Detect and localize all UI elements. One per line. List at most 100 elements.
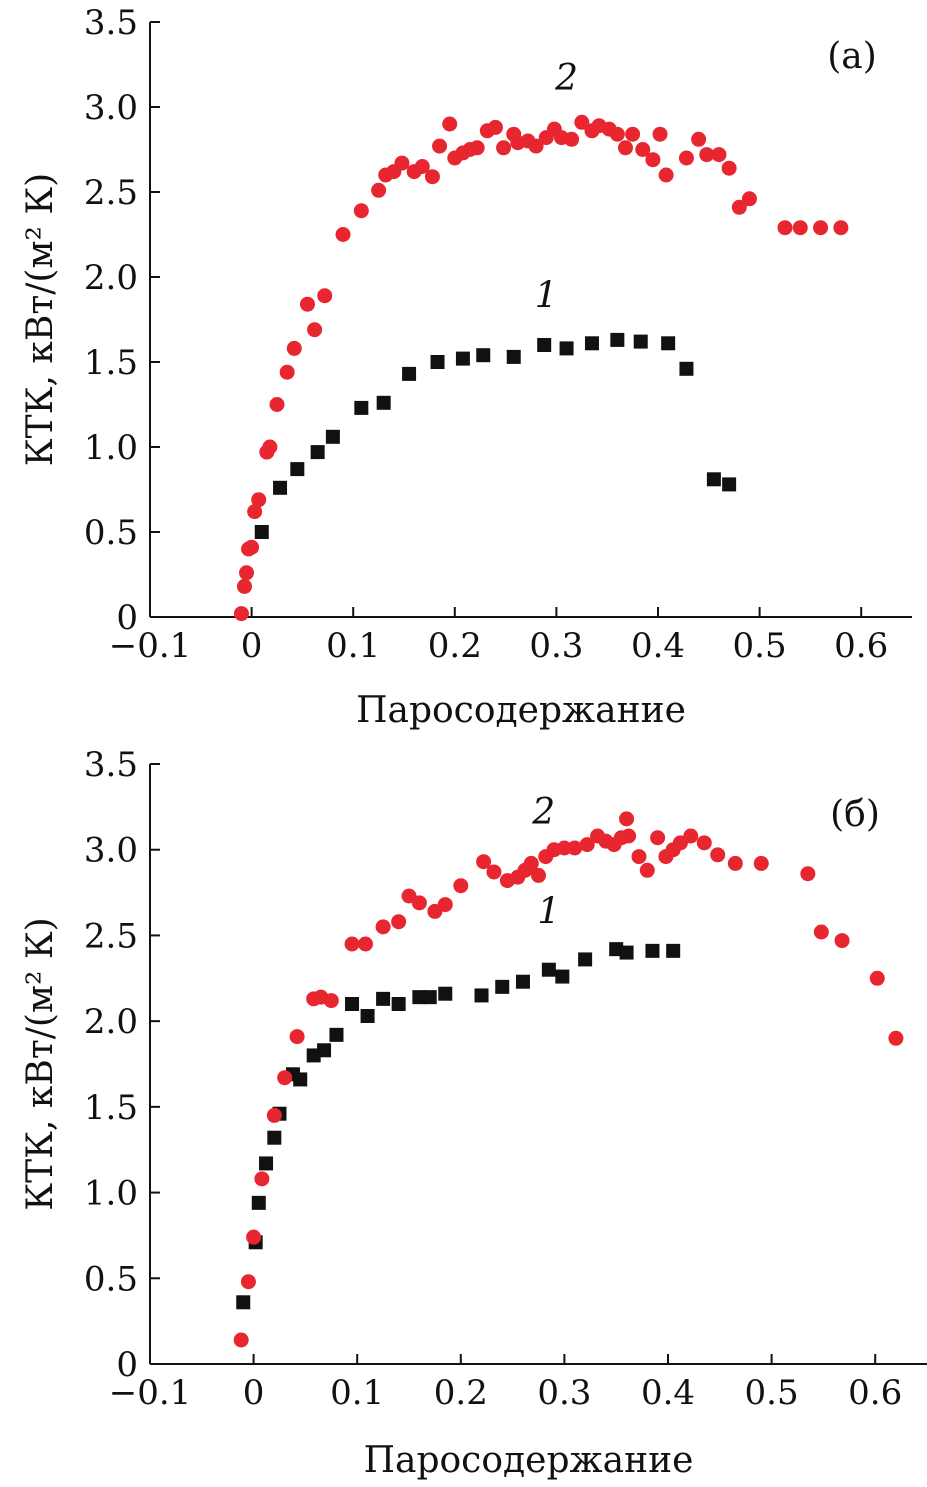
data-point-square [645, 943, 660, 958]
data-point-square [584, 336, 599, 351]
data-point-circle [579, 837, 595, 853]
data-point-square [273, 480, 288, 495]
y-tick-label: 3.0 [84, 831, 138, 871]
data-point-circle [486, 864, 502, 880]
y-tick-label: 2.5 [84, 173, 138, 213]
series-label: 1 [535, 276, 558, 317]
data-point-circle [639, 862, 655, 878]
data-point-square [722, 477, 737, 492]
data-point-circle [335, 227, 351, 242]
data-point-circle [277, 1070, 293, 1086]
data-point-circle [567, 840, 583, 856]
x-tick-label: 0.1 [326, 626, 380, 666]
x-tick-label: 0 [241, 626, 263, 666]
data-point-square [259, 1156, 274, 1171]
data-point-square [254, 525, 269, 539]
data-point-square [455, 351, 470, 366]
y-tick-label: 3.0 [84, 88, 138, 128]
y-tick-label: 3.5 [84, 745, 138, 785]
data-point-square [506, 349, 521, 364]
x-tick-label: 0.3 [529, 626, 583, 666]
data-point-circle [239, 565, 255, 581]
data-point-circle [254, 1171, 270, 1187]
data-point-square [402, 366, 417, 381]
y-tick-label: 2.0 [84, 258, 138, 298]
data-point-circle [721, 160, 737, 176]
series-1 [254, 332, 737, 539]
x-tick-label: −0.1 [109, 626, 192, 666]
data-point-circle [244, 539, 260, 555]
data-point-circle [621, 828, 637, 844]
data-point-circle [635, 142, 651, 157]
data-point-square [376, 395, 391, 410]
x-tick-label: 0.2 [428, 626, 482, 666]
y-tick-label: 0 [116, 1345, 138, 1385]
data-point-circle [391, 914, 407, 930]
series-label: 2 [531, 792, 555, 833]
data-point-circle [813, 220, 829, 236]
data-point-square [317, 1043, 332, 1058]
data-point-circle [528, 138, 544, 154]
data-point-circle [269, 397, 285, 412]
data-point-square [430, 355, 445, 369]
data-point-square [438, 986, 453, 1001]
data-point-square [555, 969, 570, 984]
data-point-circle [476, 854, 492, 870]
data-point-square [251, 1195, 266, 1210]
x-tick-label: 0.2 [434, 1373, 488, 1413]
data-point-circle [411, 895, 427, 911]
data-point-circle [813, 924, 829, 940]
data-point-square [422, 990, 437, 1005]
data-point-circle [432, 138, 448, 154]
data-point-circle [609, 126, 625, 142]
data-point-square [578, 952, 593, 967]
data-point-square [267, 1130, 282, 1145]
x-tick-label: 0.5 [745, 1373, 799, 1413]
data-point-circle [236, 578, 252, 594]
data-point-circle [888, 1030, 904, 1046]
data-point-square [495, 979, 510, 994]
data-point-circle [317, 288, 333, 304]
series-label: 1 [537, 891, 560, 932]
data-point-circle [556, 840, 572, 856]
data-point-circle [645, 152, 661, 168]
x-axis-title: Паросодержание [356, 690, 686, 731]
data-point-square [541, 962, 556, 977]
data-point-square [354, 400, 369, 415]
data-point-circle [869, 970, 885, 986]
series-1 [236, 942, 681, 1310]
y-tick-label: 0.5 [84, 1259, 138, 1299]
x-tick-label: 0.6 [848, 1373, 902, 1413]
data-point-circle [617, 140, 633, 156]
data-point-circle [453, 878, 469, 894]
data-point-circle [353, 203, 369, 219]
data-point-square [610, 332, 625, 347]
series-2 [233, 811, 904, 1348]
y-axis-title: КТК, кВт/(м² К) [20, 173, 61, 466]
data-point-circle [678, 150, 694, 166]
data-point-square [706, 472, 721, 487]
panel-label: (а) [827, 36, 877, 77]
data-point-circle [262, 439, 278, 455]
data-point-circle [727, 855, 743, 871]
data-point-square [619, 945, 634, 960]
data-point-square [290, 462, 305, 477]
x-tick-label: −0.1 [109, 1373, 192, 1413]
data-point-circle [247, 504, 263, 520]
x-tick-label: 0 [243, 1373, 265, 1413]
data-point-circle [696, 835, 712, 851]
data-point-square [666, 943, 681, 958]
y-axis-title: КТК, кВт/(м² К) [20, 917, 61, 1210]
data-point-circle [523, 855, 539, 871]
data-point-circle [574, 114, 590, 130]
data-point-square [474, 988, 489, 1003]
data-point-circle [731, 199, 747, 215]
data-point-circle [251, 492, 267, 508]
data-point-circle [833, 220, 849, 236]
data-point-square [293, 1072, 308, 1087]
data-point-circle [233, 1332, 249, 1348]
data-point-circle [753, 855, 769, 871]
data-point-circle [487, 119, 503, 135]
data-point-circle [800, 866, 816, 882]
data-point-circle [469, 140, 485, 156]
